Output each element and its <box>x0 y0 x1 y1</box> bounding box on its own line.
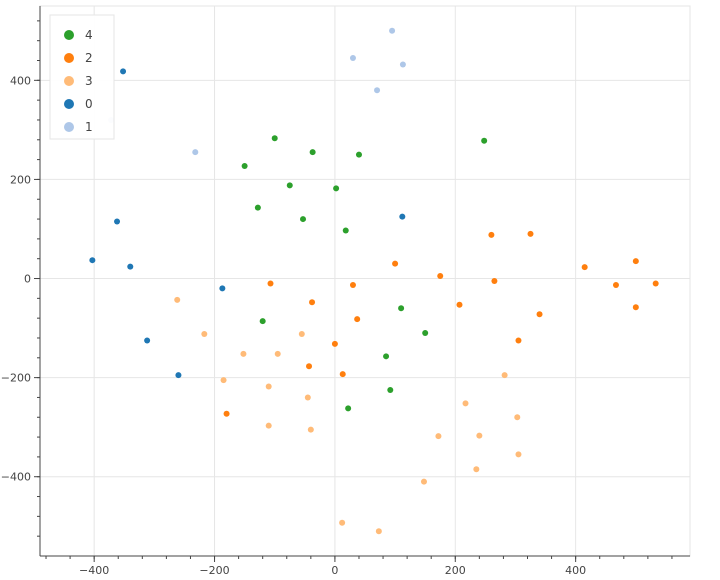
legend-box <box>49 14 115 140</box>
data-point-series-4 <box>387 387 394 394</box>
data-point-series-2 <box>612 281 619 288</box>
legend-swatch <box>64 76 74 86</box>
data-point-series-2 <box>527 230 534 237</box>
data-point-series-2 <box>491 278 498 284</box>
legend-swatch <box>64 53 74 63</box>
data-point-series-2 <box>437 273 444 280</box>
data-point-series-2 <box>309 299 316 306</box>
data-point-series-0 <box>114 218 121 225</box>
data-point-series-4 <box>383 353 390 360</box>
data-point-series-1 <box>192 149 199 156</box>
legend-swatch <box>64 30 74 40</box>
data-point-series-4 <box>259 318 266 325</box>
data-point-series-4 <box>333 185 340 192</box>
data-point-series-3 <box>220 377 227 384</box>
data-point-series-3 <box>473 466 480 473</box>
scatter-points <box>89 27 659 535</box>
data-point-series-1 <box>349 55 356 62</box>
data-point-series-0 <box>219 285 226 292</box>
y-tick-label: −200 <box>1 372 31 385</box>
legend-swatch <box>64 99 74 109</box>
legend-label: 3 <box>85 74 93 88</box>
x-tick-label: 0 <box>331 564 338 577</box>
data-point-series-3 <box>240 350 247 357</box>
data-point-series-3 <box>174 296 181 303</box>
data-point-series-1 <box>389 27 396 34</box>
data-point-series-2 <box>632 258 639 265</box>
y-tick-label: −400 <box>1 471 31 484</box>
data-point-series-4 <box>286 182 293 189</box>
data-point-series-4 <box>422 330 429 337</box>
data-point-series-2 <box>581 264 588 271</box>
data-point-series-3 <box>265 422 272 429</box>
data-point-series-4 <box>241 163 248 170</box>
data-point-series-2 <box>536 311 543 318</box>
y-tick-label: 0 <box>24 273 31 286</box>
data-point-series-0 <box>175 372 182 379</box>
data-point-series-4 <box>345 405 352 412</box>
data-point-series-3 <box>307 426 314 433</box>
plot-frame <box>39 5 691 557</box>
data-point-series-3 <box>201 331 208 338</box>
y-tick-label: 200 <box>10 173 31 186</box>
data-point-series-2 <box>354 316 361 323</box>
x-tick-label: −200 <box>199 564 229 577</box>
data-point-series-0 <box>89 257 96 264</box>
data-point-series-3 <box>298 331 305 338</box>
data-point-series-4 <box>355 151 362 158</box>
data-point-series-3 <box>304 394 311 401</box>
data-point-series-3 <box>420 478 427 485</box>
data-point-series-0 <box>120 68 127 75</box>
data-point-series-4 <box>271 135 278 142</box>
data-point-series-4 <box>254 204 261 211</box>
legend-swatch <box>64 122 74 132</box>
data-point-series-3 <box>514 414 521 421</box>
data-point-series-2 <box>632 304 639 311</box>
x-tick-label: 400 <box>565 564 586 577</box>
data-point-series-2 <box>392 260 399 267</box>
data-point-series-2 <box>331 340 338 347</box>
data-point-series-2 <box>306 363 313 370</box>
x-tick-label: 200 <box>445 564 466 577</box>
data-point-series-3 <box>274 350 281 357</box>
data-point-series-3 <box>501 372 508 379</box>
legend-label: 1 <box>85 120 93 134</box>
data-point-series-3 <box>435 433 442 440</box>
data-point-series-2 <box>488 231 495 238</box>
data-point-series-2 <box>349 281 356 288</box>
legend: 4 2 3 0 1 <box>49 14 115 140</box>
legend-label: 2 <box>85 51 93 65</box>
y-tick-label: 400 <box>10 74 31 87</box>
x-tick-label: −400 <box>79 564 109 577</box>
data-point-series-4 <box>342 227 349 234</box>
data-point-series-2 <box>339 371 346 378</box>
data-point-series-3 <box>462 400 469 407</box>
data-point-series-3 <box>476 432 483 439</box>
data-point-series-3 <box>375 528 382 535</box>
data-point-series-3 <box>339 519 346 526</box>
axes: −400 −200 0 200 400 −400 −200 0 200 400 <box>1 6 690 577</box>
data-point-series-3 <box>265 383 272 390</box>
data-point-series-0 <box>144 337 151 344</box>
data-point-series-2 <box>652 280 659 287</box>
data-point-series-0 <box>127 263 134 270</box>
data-point-series-4 <box>398 305 405 312</box>
data-point-series-2 <box>456 301 463 308</box>
legend-label: 0 <box>85 97 93 111</box>
data-point-series-1 <box>399 61 406 68</box>
data-point-series-4 <box>309 149 316 156</box>
data-point-series-2 <box>223 410 230 417</box>
data-point-series-4 <box>481 137 488 144</box>
grid <box>39 5 691 557</box>
data-point-series-3 <box>515 451 522 458</box>
data-point-series-2 <box>515 337 522 344</box>
data-point-series-0 <box>399 213 406 220</box>
legend-label: 4 <box>85 28 93 42</box>
data-point-series-2 <box>267 280 274 287</box>
data-point-series-1 <box>374 87 381 94</box>
data-point-series-4 <box>300 216 307 223</box>
